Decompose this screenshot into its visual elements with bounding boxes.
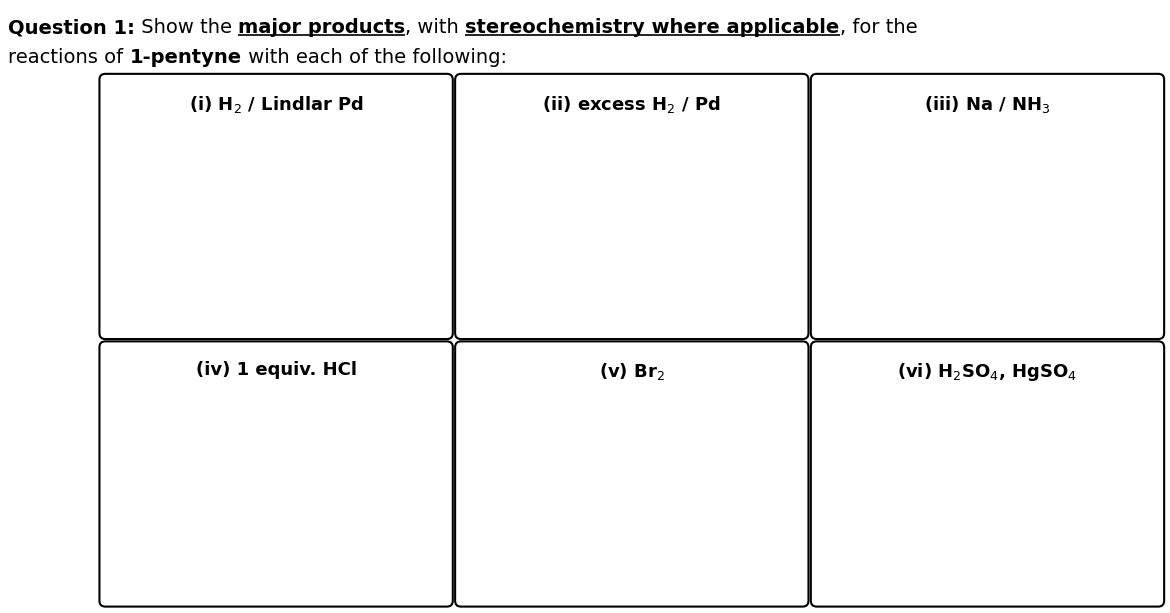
Text: , with: , with <box>405 18 466 37</box>
FancyBboxPatch shape <box>99 74 453 339</box>
Text: Show the: Show the <box>135 18 239 37</box>
Text: with each of the following:: with each of the following: <box>241 48 507 67</box>
Text: reactions of: reactions of <box>8 48 130 67</box>
Text: (i) H$_{2}$ / Lindlar Pd: (i) H$_{2}$ / Lindlar Pd <box>188 94 364 115</box>
Text: Question 1:: Question 1: <box>8 18 135 37</box>
FancyBboxPatch shape <box>811 341 1164 607</box>
FancyBboxPatch shape <box>99 341 453 607</box>
Text: major products: major products <box>239 18 405 37</box>
FancyBboxPatch shape <box>455 341 808 607</box>
Text: (iv) 1 equiv. HCl: (iv) 1 equiv. HCl <box>195 361 357 379</box>
Text: , for the: , for the <box>840 18 917 37</box>
Text: (ii) excess H$_{2}$ / Pd: (ii) excess H$_{2}$ / Pd <box>543 94 721 115</box>
Text: (vi) H$_{2}$SO$_{4}$, HgSO$_{4}$: (vi) H$_{2}$SO$_{4}$, HgSO$_{4}$ <box>897 361 1078 383</box>
Text: (iii) Na / NH$_{3}$: (iii) Na / NH$_{3}$ <box>924 94 1051 115</box>
Text: (v) Br$_{2}$: (v) Br$_{2}$ <box>599 361 665 383</box>
Text: stereochemistry where applicable: stereochemistry where applicable <box>466 18 840 37</box>
FancyBboxPatch shape <box>811 74 1164 339</box>
FancyBboxPatch shape <box>455 74 808 339</box>
Text: 1-pentyne: 1-pentyne <box>130 48 241 67</box>
